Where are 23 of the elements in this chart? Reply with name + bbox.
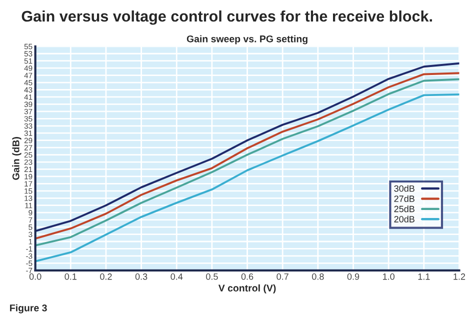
x-tick-label: 0.8: [312, 273, 324, 280]
x-tick-label: 0.5: [206, 273, 218, 280]
x-tick-label: 0.3: [135, 273, 148, 280]
x-tick-label: 0.0: [29, 273, 42, 280]
x-tick-label: 0.4: [170, 273, 183, 280]
chart-subtitle: Gain sweep vs. PG setting: [186, 35, 308, 44]
legend-label: 27dB: [394, 195, 414, 202]
y-axis-title: Gain (dB): [12, 137, 22, 180]
x-tick-label: 0.6: [241, 273, 254, 280]
x-tick-label: 1.1: [418, 274, 430, 280]
legend-label: 30dB: [394, 185, 414, 192]
x-axis-title: V control (V): [218, 284, 276, 294]
legend-label: 25dB: [394, 206, 414, 212]
x-tick-label: 0.9: [347, 273, 360, 280]
line-series: [35, 93, 460, 262]
x-tick-label: 1.2: [454, 273, 466, 280]
legend-label: 20dB: [394, 216, 414, 222]
x-tick-label: 0.2: [100, 273, 112, 280]
chart-title: Gain versus voltage control curves for the receive block.: [22, 10, 432, 25]
x-tick-label: 0.7: [276, 273, 288, 280]
caption: Figure 3: [10, 304, 47, 314]
x-tick-label: 1.0: [382, 273, 394, 280]
x-tick-label: 0.1: [64, 273, 76, 280]
